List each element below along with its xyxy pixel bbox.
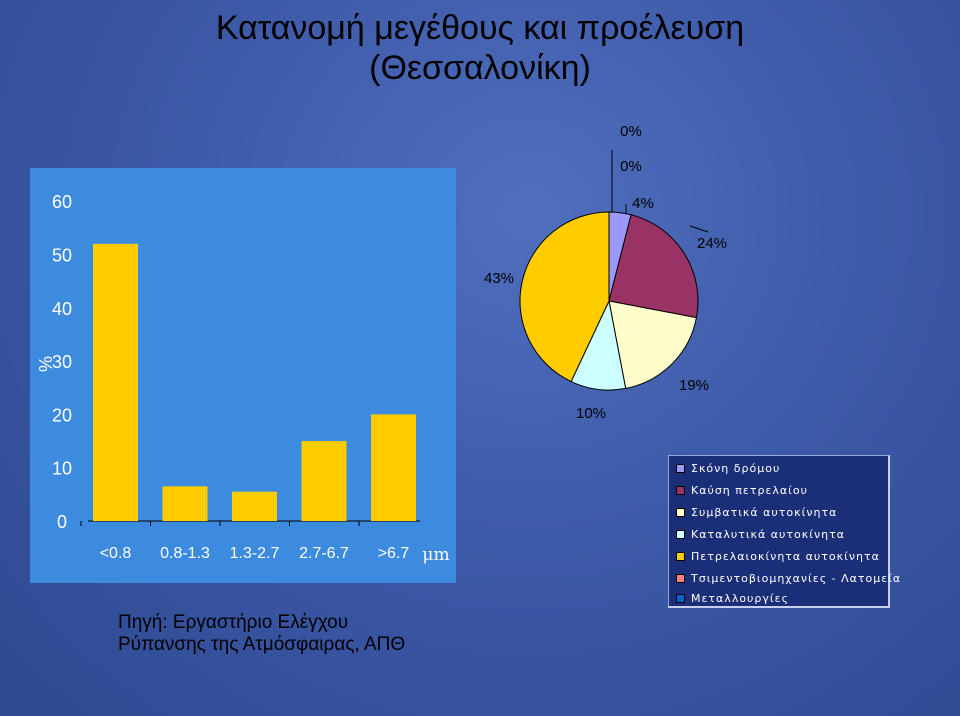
legend-item: Πετρελαιοκίνητα αυτοκίνητα	[676, 546, 880, 566]
bar	[371, 414, 416, 521]
y-tick-label: 0	[57, 512, 67, 532]
source-note: Πηγή: Εργαστήριο Ελέγχου Ρύπανσης της Ατ…	[118, 612, 405, 656]
y-tick-label: 30	[52, 352, 72, 372]
legend-item: Μεταλλουργίες	[676, 588, 789, 608]
legend-label: Σκόνη δρόμου	[691, 461, 781, 475]
legend-swatch	[676, 529, 685, 539]
source-line2: Ρύπανσης της Ατμόσφαιρας, ΑΠΘ	[118, 634, 406, 655]
legend-label: Καταλυτικά αυτοκίνητα	[691, 527, 845, 541]
pie-slice-label: 0%	[620, 123, 642, 140]
x-tick-label: >6.7	[378, 545, 410, 562]
bar	[93, 243, 138, 521]
bar	[162, 486, 208, 521]
pie-slice-label: 0%	[620, 158, 642, 175]
pie-slice-label: 19%	[679, 377, 709, 394]
legend-label: Συμβατικά αυτοκίνητα	[691, 505, 838, 519]
slide-title: Κατανομή μεγέθους και προέλευση (Θεσσαλο…	[0, 8, 960, 88]
bar	[232, 491, 277, 521]
y-tick-label: 10	[52, 459, 72, 479]
legend-swatch	[676, 573, 685, 583]
slide-title-line2: (Θεσσαλονίκη)	[369, 49, 591, 87]
x-tick-label: <0.8	[100, 545, 132, 562]
pie-slice-label: 24%	[697, 235, 727, 252]
y-axis-label: %	[36, 356, 56, 372]
legend-item: Σκόνη δρόμου	[676, 458, 780, 478]
legend-swatch	[676, 485, 685, 495]
slide-title-line1: Κατανομή μεγέθους και προέλευση	[215, 9, 745, 47]
x-tick-label: 0.8-1.3	[160, 545, 210, 562]
legend-label: Πετρελαιοκίνητα αυτοκίνητα	[691, 549, 880, 563]
pie-slice-label: 4%	[632, 195, 654, 212]
x-tick-label: 1.3-2.7	[230, 545, 280, 562]
x-unit-label: μm	[422, 545, 449, 565]
legend-swatch	[676, 551, 685, 561]
legend-item: Καύση πετρελαίου	[676, 480, 808, 500]
source-line1: Πηγή: Εργαστήριο Ελέγχου	[118, 612, 349, 633]
legend-swatch	[676, 507, 685, 517]
legend-item: Τσιμεντοβιομηχανίες - Λατομεία	[676, 568, 901, 588]
y-tick-label: 40	[52, 299, 72, 319]
legend-label: Καύση πετρελαίου	[691, 483, 808, 497]
leader-line	[689, 225, 709, 233]
legend-label: Τσιμεντοβιομηχανίες - Λατομεία	[691, 571, 902, 585]
legend-item: Καταλυτικά αυτοκίνητα	[676, 524, 845, 544]
legend-item: Συμβατικά αυτοκίνητα	[676, 502, 837, 522]
x-tick-label: 2.7-6.7	[299, 545, 349, 562]
pie-slice-label: 10%	[576, 405, 606, 422]
bar	[301, 441, 347, 521]
legend-swatch	[676, 463, 685, 473]
pie-legend: Σκόνη δρόμου Καύση πετρελαίου Συμβατικά …	[668, 455, 900, 608]
pie-slice-label: 43%	[484, 270, 514, 287]
y-tick-label: 60	[52, 192, 72, 212]
legend-label: Μεταλλουργίες	[691, 591, 790, 605]
pie-slice	[519, 211, 610, 383]
y-tick-label: 50	[52, 246, 72, 266]
legend-swatch	[676, 593, 685, 603]
pie-slice	[608, 300, 698, 390]
y-tick-label: 20	[52, 405, 72, 425]
pie-slice	[608, 214, 699, 319]
